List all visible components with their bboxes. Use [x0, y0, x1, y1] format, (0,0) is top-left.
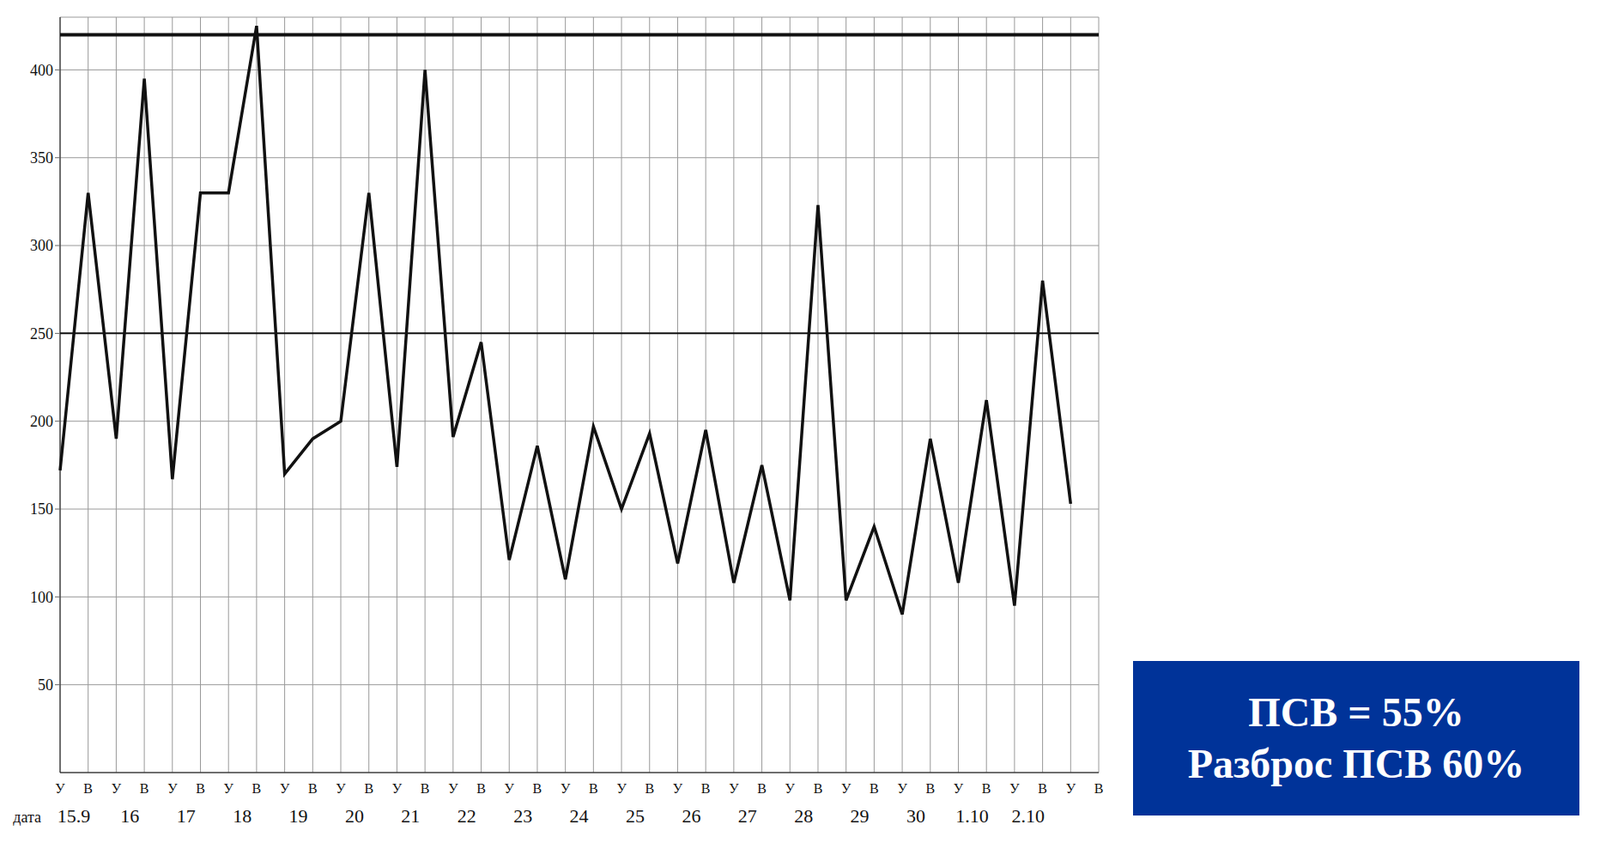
svg-text:В: В [701, 781, 711, 796]
svg-text:21: 21 [400, 805, 420, 827]
svg-text:2.10: 2.10 [1012, 805, 1046, 827]
svg-text:150: 150 [30, 500, 54, 518]
svg-text:30: 30 [906, 805, 926, 827]
svg-text:27: 27 [738, 805, 758, 827]
svg-text:У: У [111, 781, 122, 796]
svg-text:У: У [785, 781, 796, 796]
svg-text:У: У [224, 781, 235, 796]
svg-text:В: В [925, 781, 935, 796]
svg-text:В: В [869, 781, 879, 796]
svg-text:25: 25 [625, 805, 645, 827]
svg-text:29: 29 [850, 805, 870, 827]
svg-text:19: 19 [289, 805, 309, 827]
svg-text:дата: дата [12, 808, 42, 826]
svg-text:15.9: 15.9 [57, 805, 91, 827]
svg-text:У: У [392, 781, 403, 796]
html-text:Разброс ПСВ 60%: Разброс ПСВ 60% [1187, 740, 1525, 787]
svg-text:В: В [757, 781, 767, 796]
svg-text:У: У [279, 781, 291, 796]
svg-text:18: 18 [232, 805, 252, 827]
svg-text:В: В [533, 781, 543, 796]
html-text:ПСВ = 55%: ПСВ = 55% [1248, 689, 1465, 735]
svg-text:В: В [420, 781, 431, 796]
svg-text:У: У [167, 781, 178, 796]
svg-text:У: У [335, 781, 346, 796]
svg-text:В: В [644, 781, 655, 796]
svg-text:20: 20 [345, 805, 364, 827]
svg-text:В: В [476, 781, 486, 796]
svg-text:В: В [363, 781, 374, 796]
svg-text:У: У [896, 781, 908, 796]
svg-text:350: 350 [30, 149, 54, 167]
svg-text:В: В [1037, 781, 1048, 796]
svg-text:В: В [83, 781, 93, 796]
svg-text:У: У [728, 781, 740, 796]
svg-text:В: В [588, 781, 599, 796]
svg-text:У: У [54, 781, 66, 796]
svg-text:В: В [981, 781, 992, 796]
svg-text:В: В [252, 781, 262, 796]
svg-text:400: 400 [30, 61, 54, 79]
svg-text:26: 26 [681, 805, 701, 827]
svg-text:50: 50 [37, 676, 54, 694]
svg-text:В: В [1094, 781, 1104, 796]
svg-text:300: 300 [30, 236, 54, 255]
svg-text:В: В [308, 781, 318, 796]
svg-text:22: 22 [457, 805, 477, 827]
svg-text:1.10: 1.10 [955, 805, 989, 827]
svg-text:200: 200 [30, 412, 54, 431]
svg-text:В: В [813, 781, 824, 796]
svg-text:У: У [448, 781, 459, 796]
svg-text:В: В [139, 781, 150, 796]
svg-text:250: 250 [30, 325, 54, 343]
svg-text:У: У [504, 781, 516, 796]
svg-text:В: В [195, 781, 206, 796]
svg-text:100: 100 [30, 588, 54, 607]
svg-text:У: У [560, 781, 571, 796]
svg-text:У: У [616, 781, 627, 796]
svg-text:24: 24 [569, 805, 589, 827]
svg-text:23: 23 [513, 805, 533, 827]
svg-text:У: У [1066, 781, 1077, 796]
svg-text:У: У [672, 781, 684, 796]
svg-text:16: 16 [120, 805, 140, 827]
svg-text:28: 28 [793, 805, 813, 827]
svg-text:У: У [953, 781, 964, 796]
svg-text:17: 17 [176, 805, 196, 827]
svg-text:У: У [841, 781, 852, 796]
svg-text:У: У [1009, 781, 1020, 796]
